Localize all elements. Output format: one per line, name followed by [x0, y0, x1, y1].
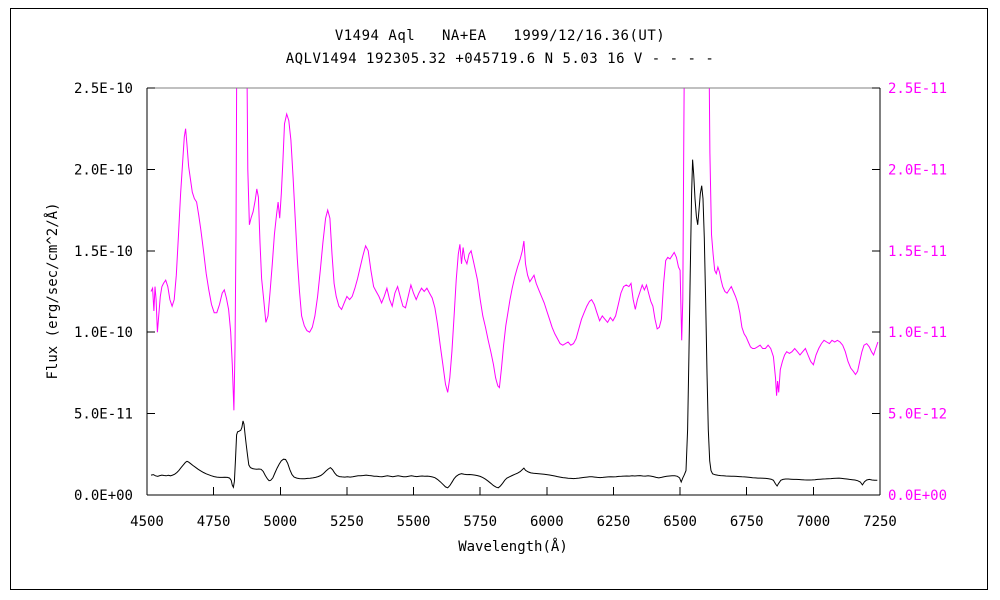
- y-tick-label-right: 2.0E-11: [888, 162, 947, 178]
- x-tick-label: 6500: [663, 514, 697, 530]
- y-tick-label-right: 0.0E+00: [888, 488, 947, 504]
- y-tick-label-left: 1.5E-10: [74, 244, 133, 260]
- chart-title: V1494 Aql NA+EA 1999/12/16.36(UT): [334, 28, 666, 44]
- y-tick-label-left: 5.0E-11: [74, 407, 133, 423]
- x-tick-label: 7250: [863, 514, 897, 530]
- page-border: [10, 8, 988, 590]
- y-tick-label-left: 2.5E-10: [74, 81, 133, 97]
- y-tick-label-left: 0.0E+00: [74, 488, 133, 504]
- y-tick-label-left: 1.0E-10: [74, 325, 133, 341]
- y-axis-title: Flux (erg/sec/cm^2/Å): [44, 202, 61, 379]
- x-tick-label: 4750: [197, 514, 231, 530]
- x-tick-label: 4500: [130, 514, 164, 530]
- x-tick-label: 5750: [463, 514, 497, 530]
- x-tick-label: 5500: [397, 514, 431, 530]
- y-tick-label-right: 2.5E-11: [888, 81, 947, 97]
- x-tick-label: 6750: [730, 514, 764, 530]
- y-tick-label-left: 2.0E-10: [74, 162, 133, 178]
- x-axis-title: Wavelength(Å): [458, 538, 568, 555]
- series-magenta-spectrum-right-scale: [150, 88, 879, 411]
- y-tick-label-right: 1.0E-11: [888, 325, 947, 341]
- chart-subtitle: AQLV1494 192305.32 +045719.6 N 5.03 16 V…: [285, 51, 715, 67]
- x-tick-label: 5250: [330, 514, 364, 530]
- y-tick-label-right: 5.0E-12: [888, 407, 947, 423]
- series-black-spectrum-left-scale: [150, 159, 878, 489]
- y-tick-label-right: 1.5E-11: [888, 244, 947, 260]
- x-tick-label: 6000: [530, 514, 564, 530]
- x-tick-label: 7000: [797, 514, 831, 530]
- chart-generated-layer: 4500 4750 5000 5250 5500 5750 6000 6250 6500 6750…: [74, 81, 947, 530]
- x-tick-label: 5000: [263, 514, 297, 530]
- x-tick-label: 6250: [597, 514, 631, 530]
